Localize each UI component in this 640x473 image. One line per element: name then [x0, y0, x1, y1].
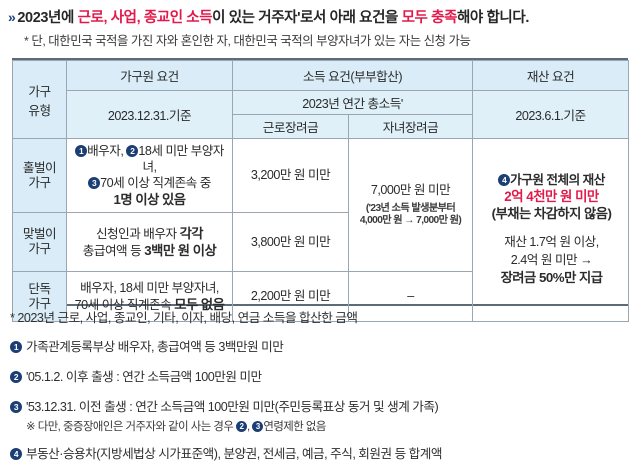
table-row: 맞벌이 가구 신청인과 배우자 각각 총급여액 등 3백만 원 이상 3,800…	[12, 212, 629, 272]
column-header-annual-gross-income: 2023년 연간 총소득'	[231, 90, 474, 115]
headline-segment-income-types: 근로, 사업, 종교인 소득	[77, 10, 213, 26]
column-header-member-requirement: 가구원 요건	[66, 60, 233, 91]
headline-segment-5: 해야 합니다.	[456, 10, 529, 26]
cell-member-requirement-single: 1 배우자, 2 18세 미만 부양자녀, 3 70세 이상 직계존속 중 1명 이상…	[66, 138, 233, 213]
footnote-3-sub-pre: ※ 다만, 중증장애인은 거주자와 같이 사는 경우	[26, 421, 236, 434]
footnote-3-text: '53.12.31. 이전 출생 : 연간 소득금액 100만원 미만(주민등록…	[26, 399, 439, 414]
marker-2-icon: 2	[126, 144, 139, 157]
marker-2-icon: 2	[236, 421, 247, 433]
member-req-text-1a: 배우자,	[87, 143, 127, 158]
footnotes: * 2023년 근로, 사업, 종교인, 기타, 이자, 배당, 연금 소득을 …	[10, 311, 636, 462]
row-label-line-2: 가구	[28, 242, 51, 256]
headline-segment-3: 이 있는 거주자'로서 아래 요건을	[212, 10, 402, 26]
row-label-line-2: 가구	[28, 175, 51, 190]
member-req-text-2a: 총급여액 등	[82, 244, 145, 258]
asset-line-4: 재산 1.7억 원 이상,	[504, 235, 599, 250]
footnote-star: * 2023년 근로, 사업, 종교인, 기타, 이자, 배당, 연금 소득을 …	[10, 311, 358, 325]
asset-line-2-limit: 2억 4천만 원 미만	[504, 189, 599, 205]
row-label-single-earner: 홀벌이 가구	[12, 138, 67, 213]
asset-line-6: 장려금 50%만 지급	[500, 270, 603, 286]
column-header-household-type: 가구 유형	[12, 60, 67, 139]
row-label-dual-earner: 맞벌이 가구	[12, 212, 67, 272]
ctc-subnote-line-1: ('23년 소득 발생분부터	[365, 202, 456, 214]
column-header-ctc: 자녀장려금	[347, 114, 474, 139]
footnote-3-subnote: ※ 다만, 중증장애인은 거주자와 같이 사는 경우 2, 3 연령제한 없음	[26, 418, 636, 434]
asset-line-1: 가구원 전체의 재산	[510, 172, 605, 187]
page-title: » 2023년에 근로, 사업, 종교인 소득이 있는 거주자'로서 아래 요건을…	[8, 6, 632, 27]
footnote-3: 3 '53.12.31. 이전 출생 : 연간 소득금액 100만원 미만(주민…	[10, 399, 636, 415]
headline-segment-all-satisfy: 모두 충족	[401, 10, 458, 26]
row-label-line-1: 홀벌이	[22, 160, 57, 175]
member-req-text-2b: 3백만 원 이상	[144, 243, 217, 258]
marker-4-icon: 4	[498, 173, 511, 186]
column-header-member-req-date: 2023.12.31.기준	[66, 90, 233, 139]
household-type-line-2: 유형	[28, 103, 51, 118]
footnote-3-sub-post: 연령제한 없음	[263, 421, 326, 434]
row-label-single-person: 단독 가구	[12, 271, 67, 322]
ctc-main-value: 7,000만 원 미만	[370, 183, 451, 198]
cell-eitc-single: 3,200만 원 미만	[232, 138, 349, 213]
cell-eitc-single-person: 2,200만 원 미만	[232, 271, 349, 322]
footnote-2: 2 '05.1.2. 이후 출생 : 연간 소득금액 100만원 미만	[10, 369, 636, 385]
row-label-line-1: 단독	[28, 281, 51, 296]
footnote-3-sub-mid: ,	[247, 421, 253, 434]
column-header-eitc: 근로장려금	[232, 114, 349, 139]
member-req-text-2: 70세 이상 직계존속 중	[100, 176, 211, 190]
cell-ctc-not-applicable: –	[347, 271, 474, 322]
marker-3-icon: 3	[252, 421, 264, 433]
column-header-asset-requirement: 재산 요건	[472, 60, 630, 91]
asset-line-3-note: (부채는 차감하지 않음)	[491, 206, 612, 222]
marker-1-icon: 1	[75, 144, 88, 157]
member-req-text-1b: 18세 미만 부양자녀,	[138, 143, 224, 174]
table-row: 홀벌이 가구 1 배우자, 2 18세 미만 부양자녀, 3 70세 이상 직계존속 …	[12, 138, 630, 322]
asset-spacer	[479, 222, 624, 234]
marker-2-icon: 2	[10, 370, 22, 383]
marker-4-icon: 4	[10, 448, 22, 461]
cell-member-requirement-dual: 신청인과 배우자 각각 총급여액 등 3백만 원 이상	[66, 212, 233, 272]
marker-3-icon: 3	[88, 177, 101, 189]
row-label-line-1: 맞벌이	[22, 227, 57, 242]
footnote-1-text: 가족관계등록부상 배우자, 총급여액 등 3백만원 미만	[26, 339, 284, 354]
marker-3-icon: 3	[10, 400, 22, 413]
asset-line-5: 2.4억 원 미만 →	[510, 252, 593, 267]
column-header-asset-req-date: 2023.6.1.기준	[472, 90, 630, 139]
member-req-text-1b: 각각	[179, 225, 204, 241]
cell-asset-requirement: 4 가구원 전체의 재산 2억 4천만 원 미만 (부채는 차감하지 않음) 재산…	[472, 138, 630, 322]
requirements-table: 가구 유형 가구원 요건 소득 요건(부부합산) 재산 요건 2023.12.3…	[12, 58, 630, 322]
cell-ctc-income-limit: 7,000만 원 미만 ('23년 소득 발생분부터 4,000만 원 → 7,…	[347, 138, 474, 272]
member-req-text-1a: 신청인과 배우자	[95, 226, 180, 241]
footnote-1: 1 가족관계등록부상 배우자, 총급여액 등 3백만원 미만	[10, 339, 636, 355]
member-req-text-1: 배우자, 18세 미만 부양자녀,	[80, 280, 219, 295]
chevron-double-right-icon: »	[8, 9, 16, 25]
marker-1-icon: 1	[10, 340, 22, 353]
column-header-income-requirement: 소득 요건(부부합산)	[231, 60, 474, 91]
ctc-subnote-line-2: 4,000만 원 → 7,000만 원)	[359, 215, 462, 227]
footnote-4: 4 부동산·승용차(지방세법상 시가표준액), 분양권, 전세금, 예금, 주식…	[10, 448, 636, 462]
member-req-text-2b: 모두 없음	[174, 297, 225, 312]
headline-segment-1: 2023년에	[17, 10, 78, 26]
footnote-4-text: 부동산·승용차(지방세법상 시가표준액), 분양권, 전세금, 예금, 주식, …	[26, 447, 442, 462]
table-row: 단독 가구 배우자, 18세 미만 부양자녀, 70세 이상 직계존속 모두 없…	[12, 271, 629, 322]
footnote-2-text: '05.1.2. 이후 출생 : 연간 소득금액 100만원 미만	[26, 369, 262, 384]
member-req-text-3: 1명 이상 있음	[113, 192, 186, 208]
asset-line-1-wrap: 4 가구원 전체의 재산	[479, 172, 624, 188]
member-req-text-2a: 70세 이상 직계존속	[74, 298, 175, 312]
headline-subnote: * 단, 대한민국 국적을 가진 자와 혼인한 자, 대한민국 국적의 부양자녀…	[24, 34, 471, 48]
row-label-line-2: 가구	[28, 296, 51, 311]
cell-eitc-dual: 3,800만 원 미만	[232, 212, 349, 272]
household-type-line-1: 가구	[28, 84, 51, 99]
